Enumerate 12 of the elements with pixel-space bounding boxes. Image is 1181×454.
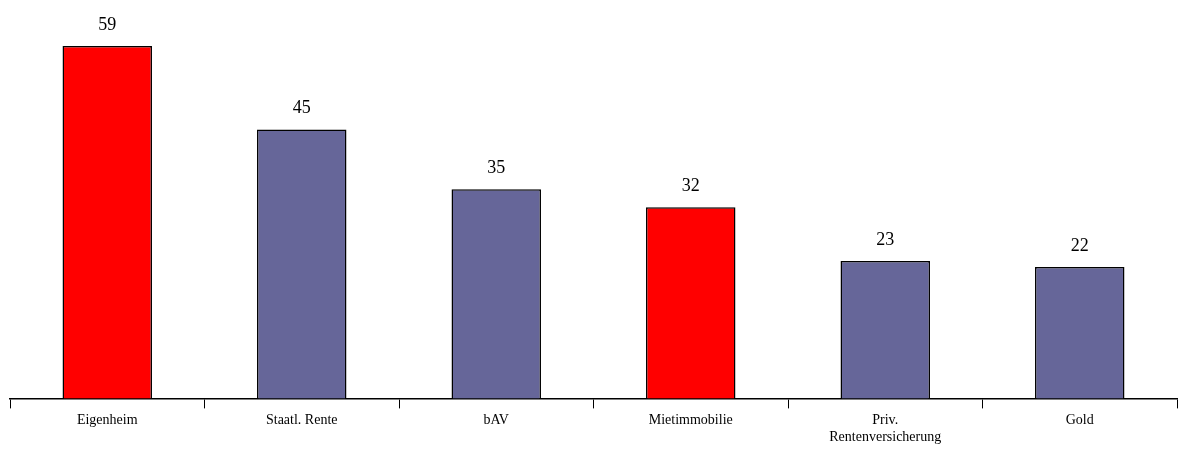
x-tick-label: bAV — [483, 412, 509, 428]
data-label: 35 — [487, 157, 506, 178]
x-tick-label: Mietimmobilie — [648, 412, 733, 428]
data-label: 32 — [681, 174, 700, 195]
x-tick-label: Eigenheim — [76, 412, 138, 428]
data-label: 59 — [98, 13, 117, 34]
data-label: 23 — [876, 228, 895, 249]
x-tick-label: Priv. Rentenversicherung — [829, 412, 942, 445]
x-tick-label: Staatl. Rente — [265, 412, 338, 428]
data-label: 45 — [292, 97, 311, 118]
data-label: 22 — [1070, 234, 1089, 255]
x-tick-label: Gold — [1065, 412, 1094, 428]
